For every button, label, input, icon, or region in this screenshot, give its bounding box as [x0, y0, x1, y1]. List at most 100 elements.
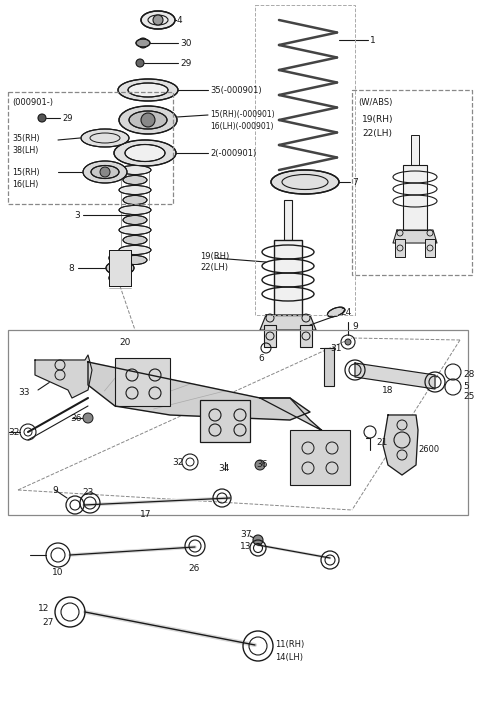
Text: (000901-): (000901-)	[12, 98, 53, 107]
Bar	[255, 5, 355, 315]
Ellipse shape	[83, 161, 127, 183]
Text: 2600: 2600	[418, 445, 439, 454]
Text: 11(RH): 11(RH)	[275, 640, 304, 649]
Polygon shape	[383, 415, 418, 475]
Ellipse shape	[109, 252, 131, 264]
Polygon shape	[35, 355, 92, 398]
Text: 29: 29	[62, 114, 72, 123]
Polygon shape	[393, 230, 437, 243]
Text: 31: 31	[330, 344, 341, 353]
Bar	[425, 239, 435, 257]
Circle shape	[100, 167, 110, 177]
Text: 13: 13	[240, 542, 252, 551]
Text: 19(RH): 19(RH)	[362, 115, 394, 124]
Bar	[324, 348, 334, 386]
Text: 33: 33	[18, 388, 29, 397]
Ellipse shape	[128, 83, 168, 97]
Ellipse shape	[119, 165, 151, 175]
Bar	[200, 400, 250, 442]
Ellipse shape	[91, 165, 119, 179]
Text: 26: 26	[188, 564, 199, 573]
Text: 4: 4	[177, 16, 182, 25]
Text: 27: 27	[42, 618, 53, 627]
Text: 12: 12	[38, 604, 49, 613]
Bar	[411, 135, 419, 165]
Text: 5: 5	[463, 382, 469, 391]
Circle shape	[153, 15, 163, 25]
Circle shape	[141, 113, 155, 127]
Text: 3: 3	[74, 211, 80, 220]
Text: 6: 6	[258, 354, 264, 363]
Ellipse shape	[123, 215, 147, 224]
Circle shape	[255, 460, 265, 470]
Text: 10: 10	[52, 568, 63, 577]
Bar	[352, 90, 472, 275]
Text: 1: 1	[370, 36, 376, 45]
Ellipse shape	[119, 186, 151, 194]
Ellipse shape	[129, 111, 167, 129]
Text: 34: 34	[218, 464, 229, 473]
Ellipse shape	[327, 307, 345, 317]
Bar	[290, 430, 350, 485]
Circle shape	[136, 59, 144, 67]
Ellipse shape	[109, 272, 131, 284]
Text: 25: 25	[463, 392, 474, 401]
Text: 15(RH)(-000901): 15(RH)(-000901)	[210, 110, 275, 119]
Text: 36: 36	[70, 414, 82, 423]
Polygon shape	[355, 363, 435, 389]
Text: 29: 29	[180, 59, 192, 68]
Ellipse shape	[125, 144, 165, 161]
Ellipse shape	[271, 170, 339, 194]
Ellipse shape	[81, 129, 129, 147]
Text: 15(RH): 15(RH)	[12, 168, 40, 177]
Text: 7: 7	[352, 178, 358, 187]
Circle shape	[253, 535, 263, 545]
Polygon shape	[260, 315, 316, 330]
Bar	[264, 325, 276, 347]
Ellipse shape	[119, 245, 151, 254]
Circle shape	[138, 38, 148, 48]
Bar	[284, 200, 292, 240]
Polygon shape	[88, 362, 310, 420]
Text: 37: 37	[240, 530, 252, 539]
Text: 14(LH): 14(LH)	[275, 653, 303, 662]
Ellipse shape	[119, 226, 151, 235]
Bar	[115, 358, 170, 406]
Ellipse shape	[119, 205, 151, 215]
Bar	[8, 92, 173, 204]
Ellipse shape	[136, 39, 150, 47]
Ellipse shape	[141, 11, 175, 29]
Ellipse shape	[123, 236, 147, 245]
Text: 24: 24	[340, 308, 351, 317]
Ellipse shape	[106, 261, 134, 275]
Text: 16(LH): 16(LH)	[12, 180, 38, 189]
Text: 32: 32	[172, 458, 183, 467]
Text: 19(RH): 19(RH)	[200, 252, 229, 261]
Circle shape	[345, 339, 351, 345]
Ellipse shape	[118, 79, 178, 101]
Text: 38(LH): 38(LH)	[12, 146, 38, 155]
Text: 8: 8	[68, 264, 74, 273]
Ellipse shape	[123, 196, 147, 205]
Text: 36: 36	[256, 460, 267, 469]
Bar	[109, 250, 131, 286]
Text: 35(RH): 35(RH)	[12, 134, 40, 143]
Ellipse shape	[123, 255, 147, 264]
Text: 21: 21	[376, 438, 387, 447]
Text: 22(LH): 22(LH)	[200, 263, 228, 272]
Text: 23: 23	[82, 488, 94, 497]
Bar	[395, 239, 405, 257]
Ellipse shape	[119, 106, 177, 134]
Text: 20: 20	[120, 338, 131, 347]
Text: 16(LH)(-000901): 16(LH)(-000901)	[210, 122, 274, 131]
Bar	[300, 325, 312, 347]
Ellipse shape	[114, 140, 176, 166]
Circle shape	[38, 114, 46, 122]
Text: 30: 30	[180, 39, 192, 48]
Text: 17: 17	[140, 510, 152, 519]
Text: 32: 32	[8, 428, 19, 437]
Text: 2(-000901): 2(-000901)	[210, 149, 256, 158]
Bar	[274, 240, 302, 315]
Bar	[109, 250, 131, 286]
Bar	[403, 165, 427, 230]
